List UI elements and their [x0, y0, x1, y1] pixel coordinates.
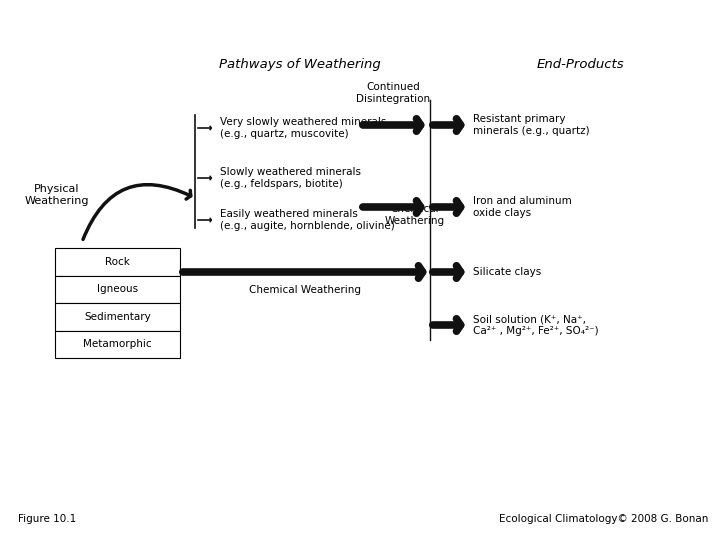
- Text: Silicate clays: Silicate clays: [473, 267, 541, 277]
- Text: Metamorphic: Metamorphic: [84, 339, 152, 349]
- Text: Rock: Rock: [105, 256, 130, 267]
- Text: Easily weathered minerals
(e.g., augite, hornblende, olivine): Easily weathered minerals (e.g., augite,…: [220, 209, 395, 231]
- Bar: [55, 248, 180, 275]
- Text: End-Products: End-Products: [536, 58, 624, 71]
- Text: Chemical Weathering: Chemical Weathering: [249, 285, 361, 295]
- Text: Igneous: Igneous: [97, 284, 138, 294]
- Text: Sedimentary: Sedimentary: [84, 312, 151, 322]
- Text: Physical
Weathering: Physical Weathering: [24, 184, 89, 206]
- Text: Ecological Climatology© 2008 G. Bonan: Ecological Climatology© 2008 G. Bonan: [499, 514, 708, 524]
- Bar: [55, 303, 180, 330]
- Text: Figure 10.1: Figure 10.1: [18, 514, 76, 524]
- Text: Continued
Disintegration: Continued Disintegration: [356, 82, 430, 104]
- Text: Chemical
Weathering: Chemical Weathering: [385, 204, 445, 226]
- Text: Resistant primary
minerals (e.g., quartz): Resistant primary minerals (e.g., quartz…: [473, 114, 590, 136]
- Text: Pathways of Weathering: Pathways of Weathering: [219, 58, 381, 71]
- Text: Iron and aluminum
oxide clays: Iron and aluminum oxide clays: [473, 196, 572, 218]
- Text: Very slowly weathered minerals
(e.g., quartz, muscovite): Very slowly weathered minerals (e.g., qu…: [220, 117, 387, 139]
- Text: Slowly weathered minerals
(e.g., feldspars, biotite): Slowly weathered minerals (e.g., feldspa…: [220, 167, 361, 189]
- Bar: [55, 330, 180, 358]
- Text: Soil solution (K⁺, Na⁺,
Ca²⁺ , Mg²⁺, Fe²⁺, SO₄²⁻): Soil solution (K⁺, Na⁺, Ca²⁺ , Mg²⁺, Fe²…: [473, 314, 598, 336]
- Bar: [55, 275, 180, 303]
